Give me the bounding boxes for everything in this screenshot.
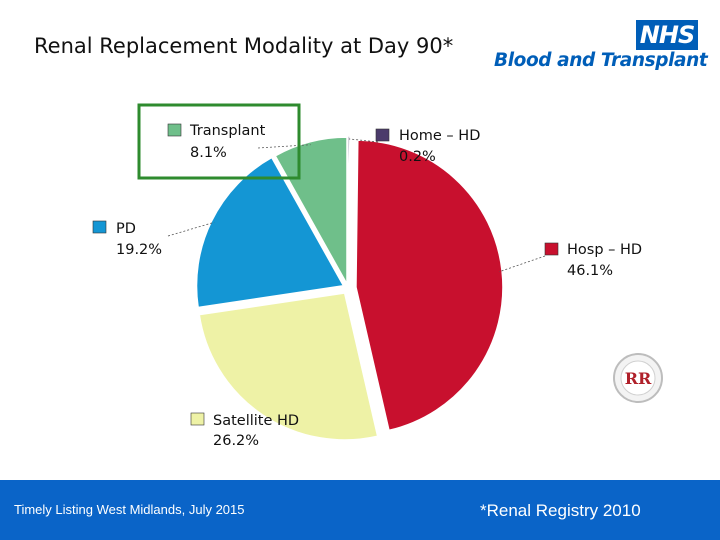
page-title: Renal Replacement Modality at Day 90* <box>34 34 454 58</box>
leader-line-hosp-hd <box>499 255 546 273</box>
legend-swatch-satellite-hd <box>190 412 205 426</box>
leader-line-transplant <box>257 144 311 149</box>
slice-value-transplant: 8.1% <box>190 145 227 161</box>
slice-label-transplant: Transplant <box>189 123 266 139</box>
slice-label-pd: PD <box>116 221 136 237</box>
nhs-logo: NHS <box>636 20 698 50</box>
footer-source-note: *Renal Registry 2010 <box>480 501 641 520</box>
slice-value-pd: 19.2% <box>116 242 162 258</box>
slice-value-hosp-hd: 46.1% <box>567 263 613 279</box>
slice-label-home-hd: Home – HD <box>399 128 480 144</box>
legend-swatch-home-hd <box>375 128 390 142</box>
slice-label-hosp-hd: Hosp – HD <box>567 242 642 258</box>
leader-line-pd <box>167 221 215 237</box>
highlight-box-transplant <box>137 103 301 180</box>
footer-presentation-info: Timely Listing West Midlands, July 2015 <box>14 502 245 517</box>
legend-swatch-hosp-hd <box>544 242 559 256</box>
renal-registry-badge-icon: RR <box>613 353 663 403</box>
logo-text: Blood and Transplant <box>494 50 708 71</box>
slice-value-home-hd: 0.2% <box>399 149 436 165</box>
pie-chart: Home – HD 0.2% Hosp – HD 46.1% Satellite HD 2… <box>92 103 642 449</box>
pie-slice-satellite-hd <box>198 292 379 441</box>
pie-slice-transplant <box>274 136 348 288</box>
slice-label-satellite-hd: Satellite HD <box>213 413 299 429</box>
leader-line-home-hd <box>348 138 379 143</box>
slice-value-satellite-hd: 26.2% <box>213 433 259 449</box>
legend-swatch-pd <box>92 220 107 234</box>
badge-letters: RR <box>625 369 652 388</box>
legend-swatch-transplant <box>167 123 182 137</box>
pie-slice-pd <box>195 156 345 309</box>
pie-slice-hosp-hd <box>355 139 504 432</box>
pie-slice-home-hd <box>347 135 351 284</box>
footer-bar: Timely Listing West Midlands, July 2015 … <box>0 480 720 540</box>
